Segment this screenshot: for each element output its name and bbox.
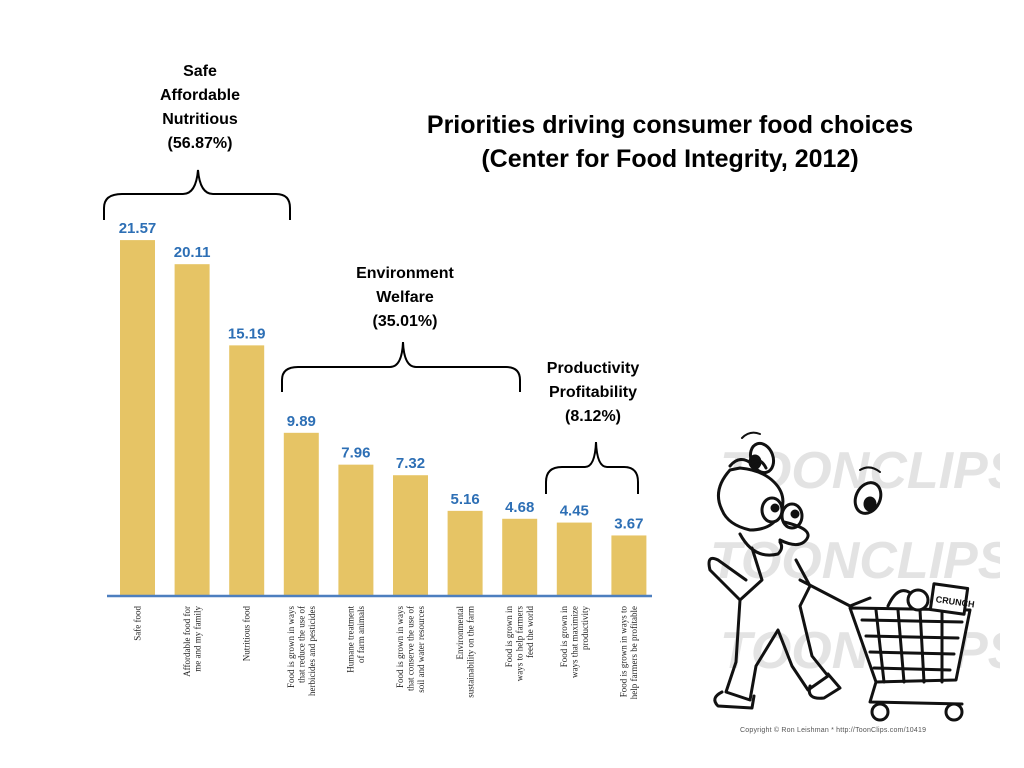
value-label: 20.11 xyxy=(174,244,211,261)
bar xyxy=(447,510,483,596)
group-label-productivity-profitability: Productivity Profitability (8.12%) xyxy=(518,357,668,429)
category-label-line: ways to help farmers xyxy=(515,606,525,682)
category-label-line: Affordable food for xyxy=(182,606,192,677)
brace-productivity-profitability xyxy=(545,441,639,494)
category-label: Safe food xyxy=(133,606,143,641)
chart-title: Priorities driving consumer food choices… xyxy=(380,108,960,176)
category-label-line: soil and water resources xyxy=(416,606,426,693)
group-label-line: Safe xyxy=(183,63,217,80)
category-label: Food is grown inways that maximizeproduc… xyxy=(559,606,590,678)
juggling-shopper-cartoon: TOONCLIPS TOONCLIPS TOONCLIPS xyxy=(700,430,1023,730)
value-label: 5.16 xyxy=(450,491,479,508)
category-label-line: Food is grown in xyxy=(504,606,514,668)
category-label-line: of farm animals xyxy=(356,606,366,663)
bar xyxy=(502,518,538,596)
value-label: 4.45 xyxy=(560,503,589,520)
category-label: Environmentalsustainability on the farm xyxy=(455,606,476,698)
value-label: 3.67 xyxy=(614,515,643,532)
category-label-line: Food is grown in ways to xyxy=(619,606,629,698)
category-label: Food is grown in waysthat conserve the u… xyxy=(395,606,426,693)
group-label-line: Welfare xyxy=(376,289,434,306)
category-label-line: Food is grown in ways xyxy=(395,606,405,688)
category-labels-layer: Safe food Affordable food forme and my fa… xyxy=(133,606,640,700)
category-label-line: that conserve the use of xyxy=(406,606,416,691)
category-label: Food is grown inways to help farmersfeed… xyxy=(504,606,535,682)
category-label: Humane treatmentof farm animals xyxy=(346,606,367,673)
copyright-text: Copyright © Ron Leishman * http://ToonCl… xyxy=(740,727,927,734)
bar xyxy=(556,522,592,596)
category-label-line: Food is grown in ways xyxy=(286,606,296,688)
category-label-line: feed the world xyxy=(525,606,535,658)
value-label: 7.32 xyxy=(396,455,425,472)
category-label-line: me and my family xyxy=(192,606,202,672)
value-label: 15.19 xyxy=(228,325,266,342)
group-label-line: (35.01%) xyxy=(372,313,438,330)
group-label-line: (8.12%) xyxy=(564,408,622,425)
bar xyxy=(120,240,155,596)
group-braces xyxy=(103,169,639,494)
category-label: Affordable food forme and my family xyxy=(182,606,203,677)
category-label-line: productivity xyxy=(580,606,590,650)
bar xyxy=(229,345,265,596)
bar xyxy=(174,264,210,596)
category-label: Nutritious food xyxy=(242,606,252,662)
group-label-line: Productivity xyxy=(546,360,640,377)
category-label-line: herbicides and pesticides xyxy=(307,606,317,696)
shopper-figure-icon xyxy=(707,458,872,710)
watermark-text: TOONCLIPS xyxy=(710,532,1000,590)
category-label-line: Food is grown in xyxy=(559,606,569,668)
group-label-line: (56.87%) xyxy=(167,135,233,152)
bar xyxy=(611,535,647,596)
brace-environment-welfare xyxy=(281,341,521,392)
category-label-line: Safe food xyxy=(133,606,143,641)
title-line-1: Priorities driving consumer food choices xyxy=(426,111,914,139)
category-label: Food is grown in ways tohelp farmers be … xyxy=(619,606,640,700)
group-label-safe-affordable-nutritious: Safe Affordable Nutritious (56.87%) xyxy=(130,60,270,156)
value-label: 4.68 xyxy=(505,499,534,516)
category-label-line: Environmental xyxy=(455,606,465,660)
shopping-cart-icon: CRUNCH xyxy=(848,582,975,722)
value-label: 9.89 xyxy=(287,413,316,430)
category-label-line: sustainability on the farm xyxy=(465,606,475,698)
category-label-line: help farmers be profitable xyxy=(629,606,639,699)
value-labels-layer: 21.57 20.11 15.19 9.89 7.96 7.32 5.16 4.68 4.45 3… xyxy=(119,220,644,532)
group-label-line: Profitability xyxy=(548,384,637,401)
category-label: Food is grown in waysthat reduce the use… xyxy=(286,606,317,696)
bars-layer xyxy=(120,240,647,596)
bar xyxy=(393,475,428,596)
category-label-line: Nutritious food xyxy=(242,606,252,662)
group-label-line: Nutritious xyxy=(162,111,238,128)
category-label-line: Humane treatment xyxy=(346,606,356,673)
brace-safe-affordable-nutritious xyxy=(103,169,291,220)
group-label-line: Affordable xyxy=(160,87,240,104)
title-line-2: (Center for Food Integrity, 2012) xyxy=(481,145,859,173)
flying-can-icon xyxy=(853,466,883,515)
value-label: 7.96 xyxy=(341,445,370,462)
bar xyxy=(283,432,319,596)
group-label-line: Environment xyxy=(356,265,454,282)
value-label: 21.57 xyxy=(119,220,157,237)
group-label-environment-welfare: Environment Welfare (35.01%) xyxy=(325,262,485,334)
category-label-line: ways that maximize xyxy=(569,606,579,678)
bar xyxy=(338,464,374,596)
category-label-line: that reduce the use of xyxy=(296,606,306,683)
